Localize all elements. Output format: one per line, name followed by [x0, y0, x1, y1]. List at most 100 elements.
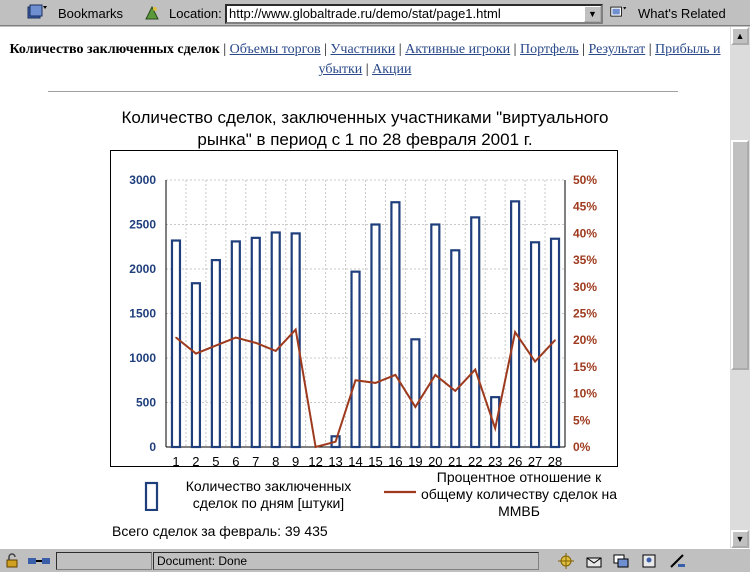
percent-point [235, 336, 237, 339]
y-right-tick-label: 40% [573, 226, 597, 240]
percent-point [175, 336, 177, 339]
y-right-tick-label: 5% [573, 413, 591, 427]
bar [490, 396, 501, 449]
discussion-icon[interactable] [612, 552, 630, 569]
x-tick-label: 16 [388, 454, 402, 467]
y-right-tick-label: 35% [573, 253, 597, 267]
url-dropdown-button[interactable]: ▼ [584, 6, 601, 22]
bar [210, 258, 221, 449]
x-tick-label: 15 [368, 454, 382, 467]
y-left-tick-label: 1500 [129, 307, 156, 321]
url-text: http://www.globaltrade.ru/demo/stat/page… [229, 6, 501, 21]
chart-title-line2: рынка" в период с 1 по 28 февраля 2001 г… [197, 130, 533, 149]
whats-related-label: What's Related [638, 5, 726, 21]
chart-title: Количество сделок, заключенных участника… [60, 107, 670, 151]
y-right-tick-label: 20% [573, 333, 597, 347]
x-tick-label: 5 [212, 454, 219, 467]
total-deals: Всего сделок за февраль: 39 435 [112, 523, 328, 539]
bar [410, 338, 421, 449]
percent-point [374, 382, 377, 384]
page-content: Количество заключенных сделок | Объемы т… [0, 27, 730, 548]
legend-bar-label: Количество заключенных сделок по дням [ш… [185, 478, 352, 511]
percent-point [494, 427, 496, 430]
x-tick-label: 20 [428, 454, 442, 467]
chart-title-line1: Количество сделок, заключенных участника… [121, 108, 609, 127]
percent-point [454, 390, 457, 392]
y-left-tick-label: 1000 [129, 351, 156, 365]
x-tick-label: 22 [468, 454, 482, 467]
vertical-scrollbar[interactable]: ▲ ▼ [730, 27, 750, 548]
bookmarks-icon[interactable] [26, 4, 48, 20]
x-tick-label: 27 [528, 454, 542, 467]
scroll-down-button[interactable]: ▼ [731, 530, 749, 548]
nav-link-active-players[interactable]: Активные игроки [405, 42, 511, 57]
scroll-thumb[interactable] [731, 140, 749, 370]
location-icon [145, 5, 159, 20]
bar [290, 232, 301, 449]
y-left-tick-label: 2000 [129, 262, 156, 276]
percent-point [215, 344, 217, 347]
bar [470, 216, 481, 449]
bar [390, 201, 401, 449]
whats-related-icon[interactable] [610, 4, 628, 20]
x-tick-label: 14 [348, 454, 362, 467]
nav-link-stocks[interactable]: Акции [372, 62, 412, 77]
nav-link-portfolio[interactable]: Портфель [519, 42, 579, 57]
bar [230, 240, 241, 449]
nav-link-result[interactable]: Результат [588, 42, 646, 57]
percent-point [514, 331, 516, 333]
nav-current: Количество заключенных сделок [9, 42, 220, 57]
navigator-icon[interactable] [557, 552, 575, 569]
percent-point [294, 328, 297, 331]
section-nav: Количество заключенных сделок | Объемы т… [9, 42, 721, 77]
progress-pane [56, 552, 152, 570]
y-right-tick-label: 45% [573, 200, 597, 214]
x-tick-label: 12 [308, 454, 322, 467]
x-tick-label: 19 [408, 454, 422, 467]
x-tick-label: 26 [508, 454, 522, 467]
scroll-up-button[interactable]: ▲ [731, 27, 749, 45]
bookmarks-button[interactable]: Bookmarks [58, 4, 123, 22]
x-tick-label: 8 [272, 454, 279, 467]
legend-line-swatch [384, 490, 416, 494]
location-toolbar: Bookmarks Location: http://www.globaltra… [0, 0, 750, 26]
bar [350, 270, 361, 449]
percent-point [434, 374, 437, 376]
y-left-tick-label: 0 [149, 440, 156, 454]
bar [170, 239, 182, 449]
nav-link-volumes[interactable]: Объемы торгов [229, 42, 321, 57]
bar [430, 223, 441, 449]
addressbook-icon[interactable] [640, 552, 658, 569]
percent-point [554, 339, 556, 341]
percent-point [414, 406, 417, 408]
composer-icon[interactable] [668, 552, 686, 569]
status-text: Document: Done [153, 552, 539, 570]
y-right-tick-label: 10% [573, 387, 597, 401]
x-tick-label: 6 [232, 454, 239, 467]
nav-link-profit-loss[interactable]: Прибыль и убытки [318, 42, 721, 77]
legend-line-label: Процентное отношение к общему количеству… [420, 469, 618, 519]
url-input[interactable]: http://www.globaltrade.ru/demo/stat/page… [225, 4, 603, 24]
y-right-tick-label: 25% [573, 307, 597, 321]
bar [190, 282, 202, 449]
mail-icon[interactable] [585, 552, 603, 569]
percent-point [394, 374, 397, 376]
bar [450, 249, 461, 449]
nav-link-participants[interactable]: Участники [330, 42, 396, 57]
security-lock-icon[interactable] [4, 552, 22, 569]
connection-icon [28, 558, 50, 564]
x-tick-label: 28 [548, 454, 562, 467]
y-right-tick-label: 50% [573, 173, 597, 187]
percent-point [195, 352, 197, 355]
percent-point [254, 342, 257, 344]
location-label: Location: [169, 5, 222, 21]
x-tick-label: 7 [252, 454, 259, 467]
y-left-tick-label: 500 [136, 396, 156, 410]
x-tick-label: 23 [488, 454, 502, 467]
bar [510, 200, 521, 449]
percent-point [534, 360, 536, 363]
percent-point [334, 440, 337, 443]
status-bar: Document: Done [0, 548, 750, 572]
percent-line [175, 327, 556, 449]
whats-related-button[interactable]: What's Related [638, 4, 726, 22]
